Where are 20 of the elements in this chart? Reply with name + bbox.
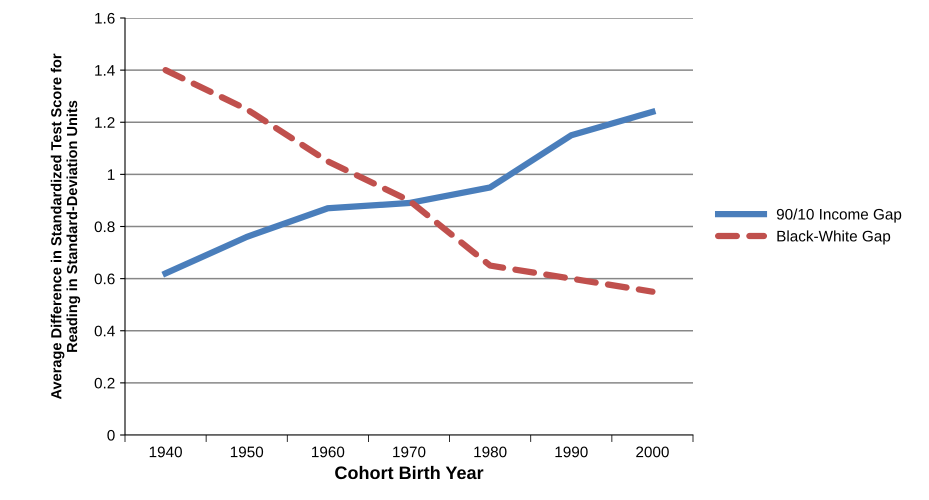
y-tick-label: 0.6 (94, 273, 115, 284)
x-tick-label: 1960 (312, 446, 344, 458)
y-tick-label: 1.4 (95, 65, 115, 76)
y-tick-label: 1.2 (95, 117, 115, 128)
x-tick-label: 1940 (150, 446, 182, 458)
x-tick-label: 1980 (474, 446, 507, 458)
y-tick-label: 0.8 (94, 221, 115, 232)
y-tick-label: 0 (107, 430, 115, 441)
x-tick-label: 1950 (230, 446, 264, 458)
x-tick-label: 2000 (636, 446, 669, 458)
y-tick-label: 0.4 (94, 326, 115, 336)
y-axis-title: Average Difference in Standardized Test Score for Reading in Standard-Deviation Units (50, 54, 80, 400)
x-tick-label: 1970 (393, 446, 426, 458)
legend-label: 90/10 Income Gap (776, 208, 902, 223)
x-tick-label: 1990 (555, 446, 588, 458)
y-tick-label: 1.6 (95, 12, 115, 24)
y-tick-label: 1 (108, 169, 115, 180)
x-axis-title: Cohort Birth Year (335, 466, 484, 480)
legend-label: Black-White Gap (777, 230, 890, 245)
y-tick-label: 0.2 (94, 378, 115, 389)
